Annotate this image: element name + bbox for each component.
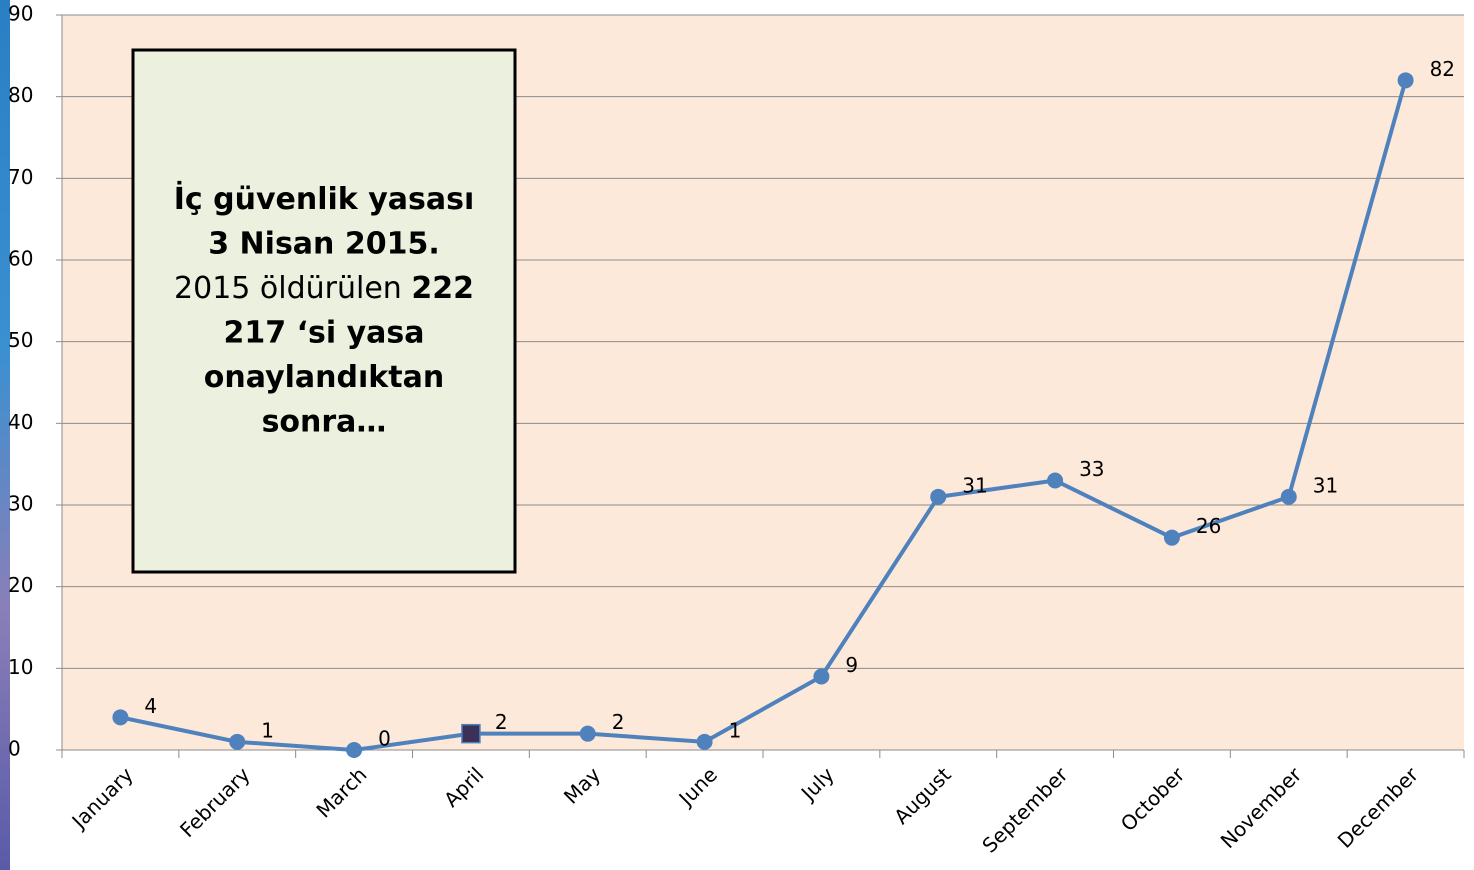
data-label: 26	[1196, 514, 1221, 538]
y-tick-label: 70	[8, 165, 33, 189]
data-label: 1	[261, 718, 274, 742]
annotation-box	[131, 48, 517, 574]
data-label: 4	[144, 694, 157, 718]
data-label: 1	[729, 718, 742, 742]
y-tick-label: 20	[8, 573, 33, 597]
x-tick-label: October	[1116, 762, 1190, 836]
x-tick-label: May	[559, 762, 605, 808]
annotation-text: 2015 öldürülen	[174, 271, 411, 306]
y-tick-label: 60	[8, 247, 33, 271]
data-label: 31	[962, 473, 987, 497]
annotation-line: 217 ‘si yasa	[224, 315, 425, 350]
series-line	[120, 79, 1408, 753]
annotation-line: İç güvenlik yasası	[174, 181, 474, 217]
x-tick-label: July	[795, 762, 839, 806]
point-marker	[813, 668, 830, 685]
annotation-line: 3 Nisan 2015.	[208, 226, 440, 261]
point-marker	[696, 733, 713, 750]
annotation-text: İç güvenlik yasası	[174, 181, 474, 217]
annotation-line: 2015 öldürülen 222	[174, 271, 474, 306]
annotation-line: onaylandıktan	[204, 360, 444, 395]
y-tick-label: 50	[8, 328, 33, 352]
annotation-text: 3 Nisan 2015.	[208, 226, 440, 261]
x-tick-label: June	[673, 762, 722, 811]
x-tick-label: August	[889, 762, 956, 829]
data-label: 31	[1313, 473, 1338, 497]
x-tick-label: December	[1333, 762, 1424, 853]
data-label: 0	[378, 727, 391, 751]
data-label: 9	[845, 653, 858, 677]
point-marker	[1397, 72, 1414, 89]
point-marker	[346, 742, 363, 758]
data-label: 2	[612, 710, 625, 734]
x-tick-label: February	[175, 762, 255, 842]
x-tick-label: March	[311, 762, 371, 822]
annotation-text: 222	[411, 271, 474, 306]
y-tick-label: 0	[8, 737, 21, 761]
data-label: 82	[1430, 57, 1455, 81]
background-strip	[0, 0, 10, 870]
y-tick-label: 90	[8, 2, 33, 26]
y-tick-label: 80	[8, 83, 33, 107]
point-marker	[579, 725, 596, 742]
y-tick-label: 30	[8, 492, 33, 516]
point-marker	[1280, 488, 1297, 505]
point-marker	[112, 709, 129, 726]
point-marker	[229, 733, 246, 750]
x-tick-label: September	[977, 762, 1073, 858]
y-tick-label: 40	[8, 410, 33, 434]
annotation-text: onaylandıktan	[204, 360, 444, 395]
data-label: 2	[495, 710, 508, 734]
x-tick-label: April	[439, 762, 488, 811]
point-marker	[1047, 472, 1064, 489]
annotation-text: sonra…	[262, 404, 387, 439]
y-tick-label: 10	[8, 655, 33, 679]
x-tick-label: January	[66, 762, 138, 834]
data-label: 33	[1079, 457, 1104, 481]
point-marker	[461, 723, 481, 744]
x-tick-label: November	[1216, 762, 1307, 853]
annotation-text: 217 ‘si yasa	[224, 315, 425, 350]
annotation-line: sonra…	[262, 404, 387, 439]
point-marker	[930, 488, 947, 505]
point-marker	[1163, 529, 1180, 546]
